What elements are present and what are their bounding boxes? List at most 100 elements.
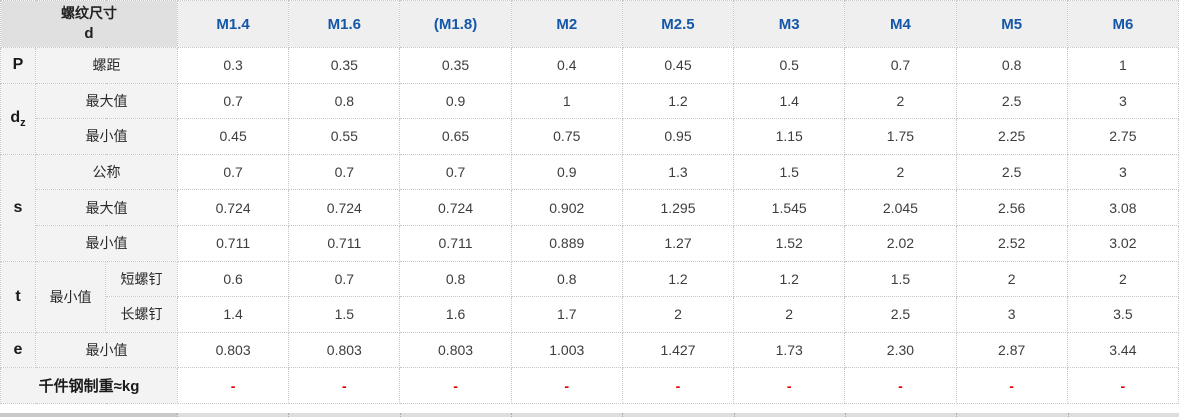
header-row: 螺纹尺寸 d M1.4 M1.6 (M1.8) M2 M2.5 M3 M4 M5 M6 xyxy=(0,0,1179,48)
value-cell: 2.56 xyxy=(955,189,1068,226)
next-table-top-edge xyxy=(0,413,1179,418)
value-cell: 0.902 xyxy=(510,189,623,226)
table-row-s-nominal: s 公称 0.7 0.7 0.7 0.9 1.3 1.5 2 2.5 3 xyxy=(0,153,1179,262)
value-cell: 0.35 xyxy=(288,47,401,84)
value-cell: 1.15 xyxy=(733,118,846,155)
value-cell: 0.8 xyxy=(399,260,512,298)
value-cell: 1.545 xyxy=(733,189,846,226)
value-cell: 1.427 xyxy=(621,331,735,369)
value-cell: 0.803 xyxy=(288,331,401,369)
row-group-s: s xyxy=(0,153,36,262)
value-cell: 2 xyxy=(844,82,957,120)
value-cell: 1.295 xyxy=(621,189,735,226)
value-cell: 3.5 xyxy=(1066,296,1179,333)
size-header: M3 xyxy=(733,0,846,48)
value-cell: 0.45 xyxy=(176,118,290,155)
value-cell: 0.55 xyxy=(288,118,401,155)
table-row-s-max: 最大值 0.724 0.724 0.724 0.902 1.295 1.545 2.045 2… xyxy=(1,189,1179,226)
value-cell: 0.9 xyxy=(510,153,623,191)
value-cell: 1.7 xyxy=(510,296,623,333)
value-cell: 0.724 xyxy=(399,189,512,226)
corner-header-thread-size: 螺纹尺寸 d xyxy=(0,0,178,48)
value-cell: 1.4 xyxy=(733,82,846,120)
value-cell: - xyxy=(844,367,957,404)
row-group-e: e xyxy=(0,331,36,369)
table-row-t-long: 长螺钉 1.4 1.5 1.6 1.7 2 2 2.5 3 3.5 xyxy=(1,296,1179,333)
value-cell: 1.2 xyxy=(621,260,735,298)
value-cell: 1.5 xyxy=(288,296,401,333)
value-cell: 0.65 xyxy=(399,118,512,155)
value-cell: 0.7 xyxy=(176,82,290,120)
value-cell: 0.7 xyxy=(288,260,401,298)
value-cell: - xyxy=(621,367,735,404)
value-cell: 2 xyxy=(844,153,957,191)
value-cell: 1.4 xyxy=(176,296,290,333)
value-cell: 3 xyxy=(955,296,1068,333)
value-cell: - xyxy=(733,367,846,404)
value-cell: 0.8 xyxy=(955,47,1068,84)
value-cell: 0.95 xyxy=(621,118,735,155)
value-cell: 0.711 xyxy=(176,224,290,262)
value-cell: - xyxy=(510,367,623,404)
value-cell: 1.003 xyxy=(510,331,623,369)
row-group-t: t xyxy=(0,260,36,333)
value-cell: 2.25 xyxy=(955,118,1068,155)
value-cell: - xyxy=(399,367,512,404)
row-label-short-screw: 短螺钉 xyxy=(105,260,178,298)
row-label-weight-per-1000: 千件钢制重≈kg xyxy=(0,367,178,404)
value-cell: 1.27 xyxy=(621,224,735,262)
size-header: M5 xyxy=(955,0,1068,48)
value-cell: 1.2 xyxy=(733,260,846,298)
row-group-dz: dz xyxy=(0,82,36,155)
value-cell: 0.803 xyxy=(176,331,290,369)
value-cell: 2 xyxy=(955,260,1068,298)
value-cell: 0.803 xyxy=(399,331,512,369)
row-label-s-max: 最大值 xyxy=(35,189,178,226)
value-cell: 2.75 xyxy=(1066,118,1179,155)
table-row-weight: 千件钢制重≈kg --------- xyxy=(0,367,1179,404)
value-cell: 2.87 xyxy=(955,331,1068,369)
value-cell: 0.5 xyxy=(733,47,846,84)
table-row-dz-max: dz 最大值 0.7 0.8 0.9 1 1.2 1.4 2 2.5 3 xyxy=(0,82,1179,155)
value-cell: 0.4 xyxy=(510,47,623,84)
value-cell: 2.5 xyxy=(955,153,1068,191)
value-cell: 0.9 xyxy=(399,82,512,120)
value-cell: - xyxy=(1066,367,1179,404)
value-cell: 0.7 xyxy=(399,153,512,191)
value-cell: 2 xyxy=(621,296,735,333)
value-cell: 2 xyxy=(1066,260,1179,298)
value-cell: 3 xyxy=(1066,82,1179,120)
table-row-e-min: e 最小值 0.803 0.803 0.803 1.003 1.427 1.73 2.30 2… xyxy=(0,331,1179,369)
value-cell: 1.3 xyxy=(621,153,735,191)
value-cell: 1 xyxy=(1066,47,1179,84)
value-cell: 0.35 xyxy=(399,47,512,84)
value-cell: 0.889 xyxy=(510,224,623,262)
value-cell: 1.5 xyxy=(844,260,957,298)
size-header: M2.5 xyxy=(621,0,735,48)
table-row-s-min: 最小值 0.711 0.711 0.711 0.889 1.27 1.52 2.02 2.52… xyxy=(1,224,1179,262)
next-table-label-edge xyxy=(0,413,177,417)
size-header: M2 xyxy=(510,0,623,48)
value-cell: 2.52 xyxy=(955,224,1068,262)
value-cell: 3.08 xyxy=(1066,189,1179,226)
table-row-t-short: t 最小值 短螺钉 0.6 0.7 0.8 0.8 1.2 1.2 1.5 2 2 xyxy=(0,260,1179,333)
table-row-dz-min: 最小值 0.45 0.55 0.65 0.75 0.95 1.15 1.75 2.25 2.75 xyxy=(1,118,1179,155)
row-label-s-nominal: 公称 xyxy=(35,153,178,191)
row-label-s-min: 最小值 xyxy=(35,224,178,262)
table-row-pitch: P 螺距 0.3 0.35 0.35 0.4 0.45 0.5 0.7 0.8 1 xyxy=(0,47,1179,84)
value-cell: - xyxy=(176,367,290,404)
row-group-dz-main: d xyxy=(10,108,21,126)
row-group-p: P xyxy=(0,47,36,84)
value-cell: 2.5 xyxy=(844,296,957,333)
value-cell: 2.045 xyxy=(844,189,957,226)
size-header: M1.4 xyxy=(176,0,290,48)
row-group-dz-subscript: z xyxy=(20,116,26,129)
value-cell: 0.724 xyxy=(176,189,290,226)
row-label-dz-min: 最小值 xyxy=(35,118,178,155)
size-header: M1.6 xyxy=(288,0,401,48)
value-cell: 2.30 xyxy=(844,331,957,369)
value-cell: 0.8 xyxy=(510,260,623,298)
row-label-e-min: 最小值 xyxy=(35,331,178,369)
row-label-long-screw: 长螺钉 xyxy=(105,296,178,333)
value-cell: 1 xyxy=(510,82,623,120)
